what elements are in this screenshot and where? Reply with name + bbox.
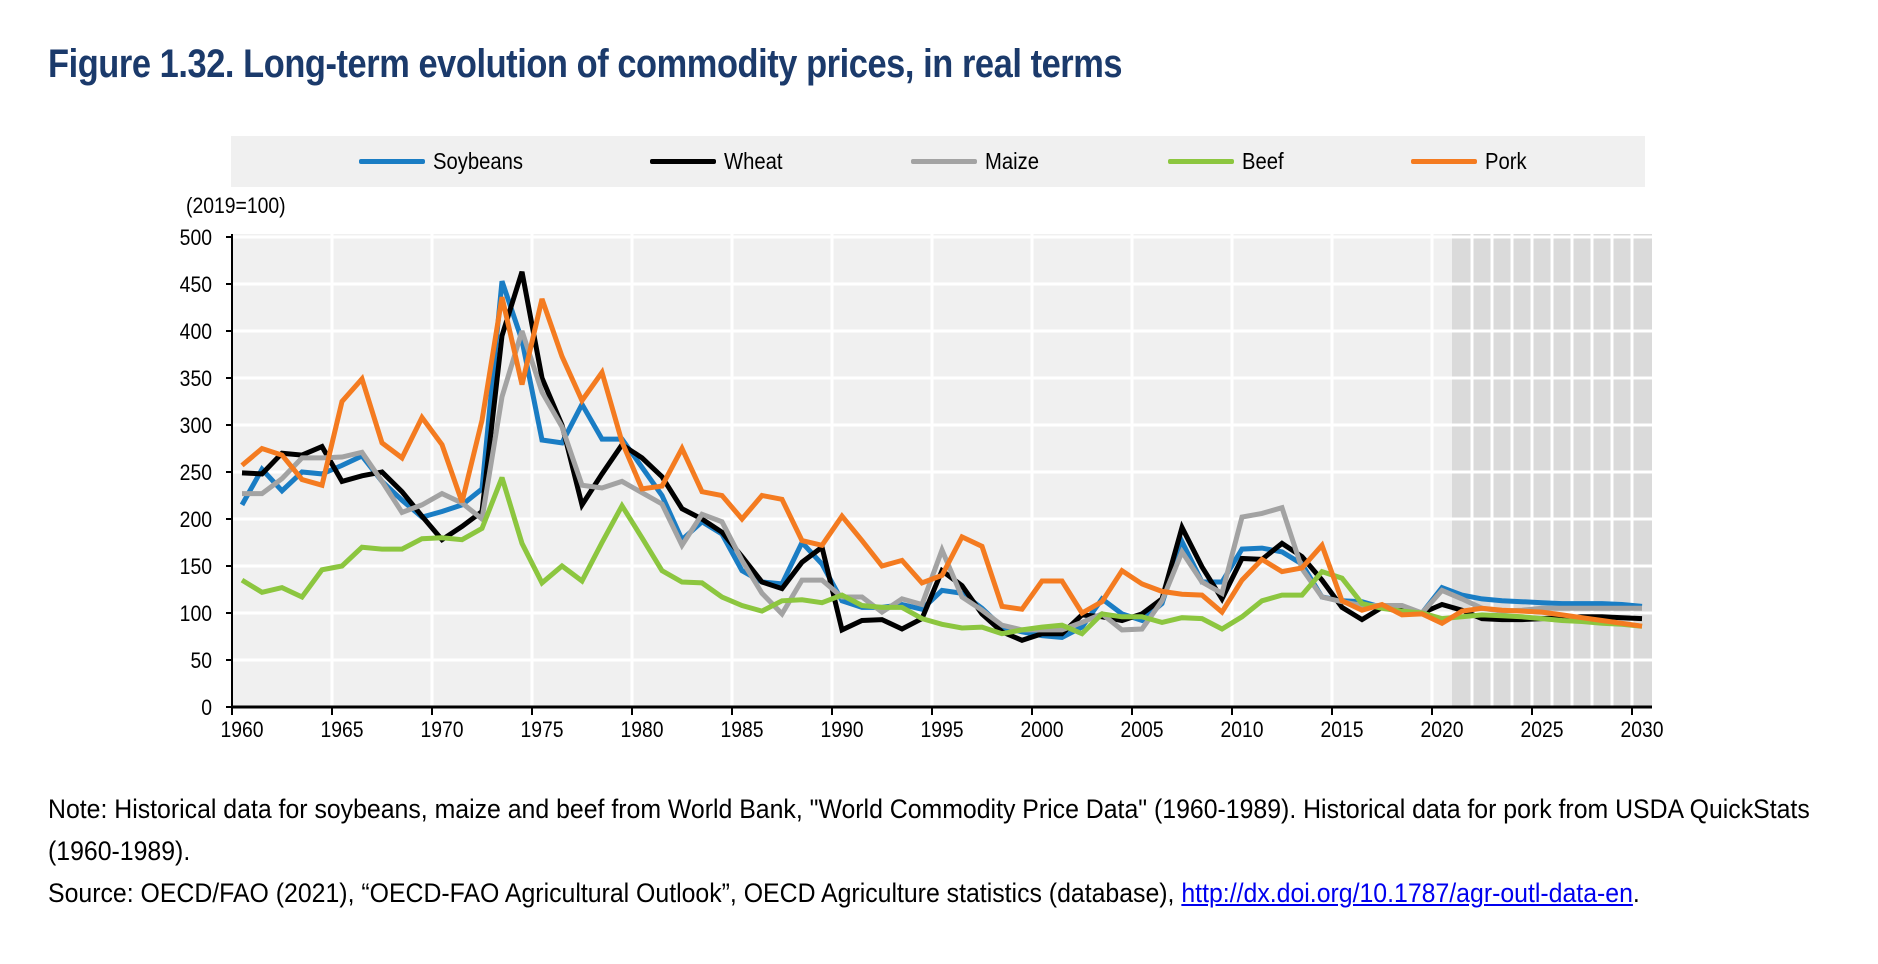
x-tick-label: 1995 [920, 718, 963, 742]
y-tick-label: 100 [180, 602, 212, 626]
legend-item-soybeans: Soybeans [359, 136, 535, 187]
legend-swatch-soybeans [359, 159, 425, 164]
figure-notes: Note: Historical data for soybeans, maiz… [48, 788, 1851, 914]
x-tick-label: 2025 [1520, 718, 1563, 742]
y-tick-label: 50 [190, 649, 212, 673]
y-tick-label: 150 [180, 555, 212, 579]
legend-item-maize: Maize [911, 136, 1046, 187]
legend-item-beef: Beef [1168, 136, 1289, 187]
legend-swatch-maize [911, 159, 977, 164]
legend-label-soybeans: Soybeans [433, 148, 524, 174]
line-chart: 0 50 100 150 200 250 300 350 400 450 500 1960 1965 19… [180, 226, 1664, 742]
y-tick-label: 0 [201, 696, 212, 720]
chart-legend: Soybeans Wheat Maize Beef Pork [231, 136, 1645, 187]
series-line-beef [240, 476, 1643, 637]
legend-label-wheat: Wheat [724, 148, 783, 174]
x-tick-label: 1960 [220, 718, 263, 742]
legend-swatch-beef [1168, 159, 1234, 164]
x-tick-label: 2020 [1420, 718, 1463, 742]
y-tick-label: 250 [180, 461, 212, 485]
legend-label-maize: Maize [985, 148, 1039, 174]
legend-label-beef: Beef [1242, 148, 1284, 174]
y-axis-unit-label: (2019=100) [186, 193, 286, 218]
x-tick-label: 2030 [1620, 718, 1663, 742]
y-tick-label: 450 [180, 273, 212, 297]
x-tick-label: 1965 [320, 718, 363, 742]
note-text: Note: Historical data for soybeans, maiz… [48, 794, 1810, 866]
legend-item-pork: Pork [1411, 136, 1532, 187]
legend-label-pork: Pork [1485, 148, 1527, 174]
x-tick-label: 2000 [1020, 718, 1063, 742]
y-tick-label: 300 [180, 414, 212, 438]
y-tick-label: 500 [180, 226, 212, 250]
x-tick-label: 2005 [1120, 718, 1163, 742]
x-tick-label: 2015 [1320, 718, 1363, 742]
source-text: Source: OECD/FAO (2021), “OECD-FAO Agric… [48, 872, 1851, 914]
x-tick-label: 1975 [520, 718, 563, 742]
figure-title: Figure 1.32. Long-term evolution of comm… [48, 42, 1123, 86]
series-line-pork [240, 296, 1643, 629]
legend-item-wheat: Wheat [650, 136, 790, 187]
legend-swatch-pork [1411, 159, 1477, 164]
x-tick-label: 2010 [1220, 718, 1263, 742]
y-tick-label: 350 [180, 367, 212, 391]
source-prefix: Source: OECD/FAO (2021), “OECD-FAO Agric… [48, 878, 1182, 908]
series-line-maize [242, 330, 1642, 633]
x-tick-label: 1985 [720, 718, 763, 742]
source-suffix: . [1632, 878, 1640, 908]
y-tick-label: 200 [180, 508, 212, 532]
y-tick-label: 400 [180, 320, 212, 344]
x-tick-label: 1990 [820, 718, 863, 742]
x-tick-label: 1970 [420, 718, 463, 742]
legend-swatch-wheat [650, 159, 716, 164]
source-link[interactable]: http://dx.doi.org/10.1787/agr-outl-data-… [1181, 878, 1633, 908]
x-tick-label: 1980 [620, 718, 663, 742]
